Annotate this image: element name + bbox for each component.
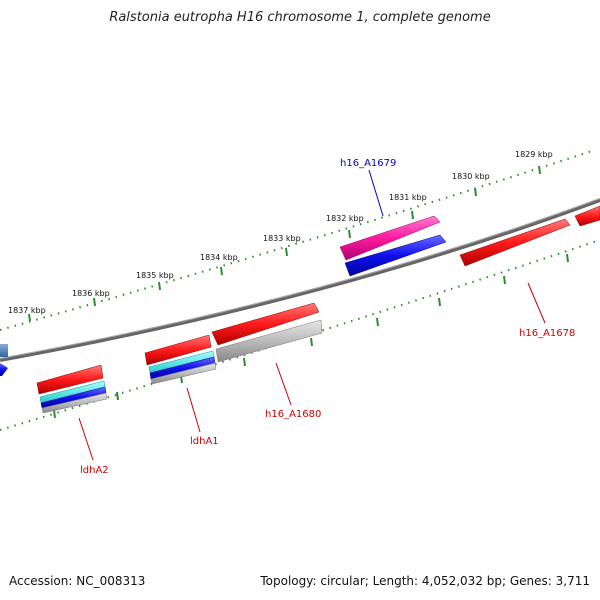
ruler-label-1833: 1833 kbp [263, 234, 301, 243]
feature-h16-A1680-red[interactable] [211, 302, 320, 346]
inner-ruler-track [0, 239, 600, 431]
feature-h16-A1679-blue[interactable] [344, 234, 447, 277]
chromosome-backbone [0, 198, 600, 362]
ruler-label-1830: 1830 kbp [452, 172, 490, 181]
leader-h16-A1678 [527, 282, 546, 324]
ruler-label-1832: 1832 kbp [326, 214, 364, 223]
genome-summary-text: Topology: circular; Length: 4,052,032 bp… [260, 574, 590, 588]
gene-label-h16-A1679[interactable]: h16_A1679 [340, 158, 396, 169]
feature-h16-A1678[interactable] [459, 218, 571, 267]
feature-right-edge[interactable] [574, 205, 600, 227]
ruler-label-1834: 1834 kbp [200, 253, 238, 262]
feature-h16-A1679-magenta[interactable] [339, 215, 441, 261]
ruler-label-1836: 1836 kbp [72, 289, 110, 298]
accession-text: Accession: NC_008313 [9, 574, 146, 588]
leader-h16-A1680 [275, 362, 292, 406]
feature-left-edge[interactable] [0, 344, 8, 376]
feature-ldhA2-gray[interactable] [41, 392, 108, 414]
leader-ldhA1 [186, 387, 201, 433]
ruler-label-1835: 1835 kbp [136, 271, 174, 280]
feature-h16-A1680-gray[interactable] [215, 319, 323, 363]
ruler-label-1829: 1829 kbp [515, 150, 553, 159]
outer-ruler-ticks [28, 165, 541, 322]
map-title: Ralstonia eutropha H16 chromosome 1, com… [109, 10, 491, 25]
leader-ldhA2 [78, 417, 94, 461]
gene-label-h16-A1678[interactable]: h16_A1678 [519, 328, 575, 339]
leader-h16-A1679 [368, 169, 384, 217]
gene-label-ldhA1[interactable]: ldhA1 [190, 436, 219, 447]
feature-ldhA1-gray[interactable] [150, 362, 217, 385]
feature-ldhA2-red[interactable] [36, 364, 104, 395]
gene-label-h16-A1680[interactable]: h16_A1680 [265, 409, 321, 420]
ruler-label-1831: 1831 kbp [389, 193, 427, 202]
feature-ldhA1-red[interactable] [144, 334, 212, 366]
ruler-label-1837: 1837 kbp [8, 306, 46, 315]
gene-label-ldhA2[interactable]: ldhA2 [80, 465, 109, 476]
